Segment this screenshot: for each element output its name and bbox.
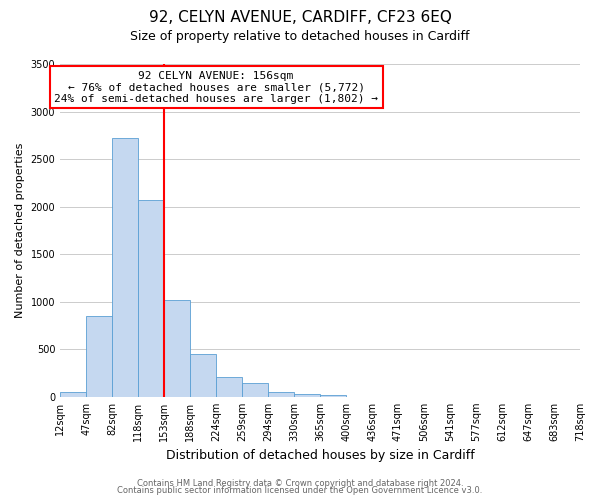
Bar	[242, 384, 268, 397]
Text: 92, CELYN AVENUE, CARDIFF, CF23 6EQ: 92, CELYN AVENUE, CARDIFF, CF23 6EQ	[149, 10, 451, 25]
Bar	[268, 392, 294, 397]
Bar	[294, 394, 320, 397]
Bar	[164, 300, 190, 397]
Bar	[60, 392, 86, 397]
Bar	[320, 395, 346, 397]
Text: Contains public sector information licensed under the Open Government Licence v3: Contains public sector information licen…	[118, 486, 482, 495]
Text: Contains HM Land Registry data © Crown copyright and database right 2024.: Contains HM Land Registry data © Crown c…	[137, 478, 463, 488]
X-axis label: Distribution of detached houses by size in Cardiff: Distribution of detached houses by size …	[166, 450, 475, 462]
Bar	[216, 378, 242, 397]
Bar	[138, 200, 164, 397]
Text: Size of property relative to detached houses in Cardiff: Size of property relative to detached ho…	[130, 30, 470, 43]
Text: 92 CELYN AVENUE: 156sqm
← 76% of detached houses are smaller (5,772)
24% of semi: 92 CELYN AVENUE: 156sqm ← 76% of detache…	[54, 70, 378, 104]
Bar	[112, 138, 138, 397]
Y-axis label: Number of detached properties: Number of detached properties	[15, 142, 25, 318]
Bar	[86, 316, 112, 397]
Bar	[190, 354, 216, 397]
